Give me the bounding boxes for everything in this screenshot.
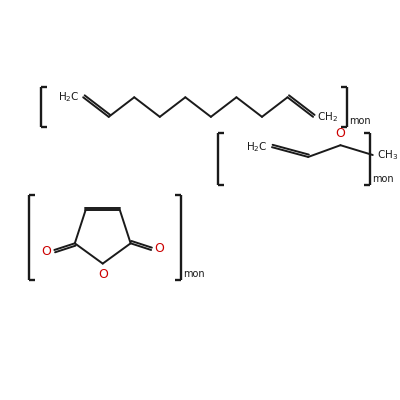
Text: O: O	[154, 242, 164, 254]
Text: mon: mon	[349, 116, 371, 126]
Text: O: O	[336, 127, 346, 140]
Text: mon: mon	[183, 269, 204, 279]
Text: O: O	[98, 268, 108, 282]
Text: $\mathregular{CH_2}$: $\mathregular{CH_2}$	[317, 110, 338, 124]
Text: $\mathregular{H_2C}$: $\mathregular{H_2C}$	[58, 90, 79, 104]
Text: mon: mon	[372, 174, 393, 184]
Text: $\mathregular{H_2C}$: $\mathregular{H_2C}$	[246, 140, 268, 154]
Text: $\mathregular{CH_3}$: $\mathregular{CH_3}$	[377, 148, 398, 162]
Text: O: O	[42, 246, 52, 258]
